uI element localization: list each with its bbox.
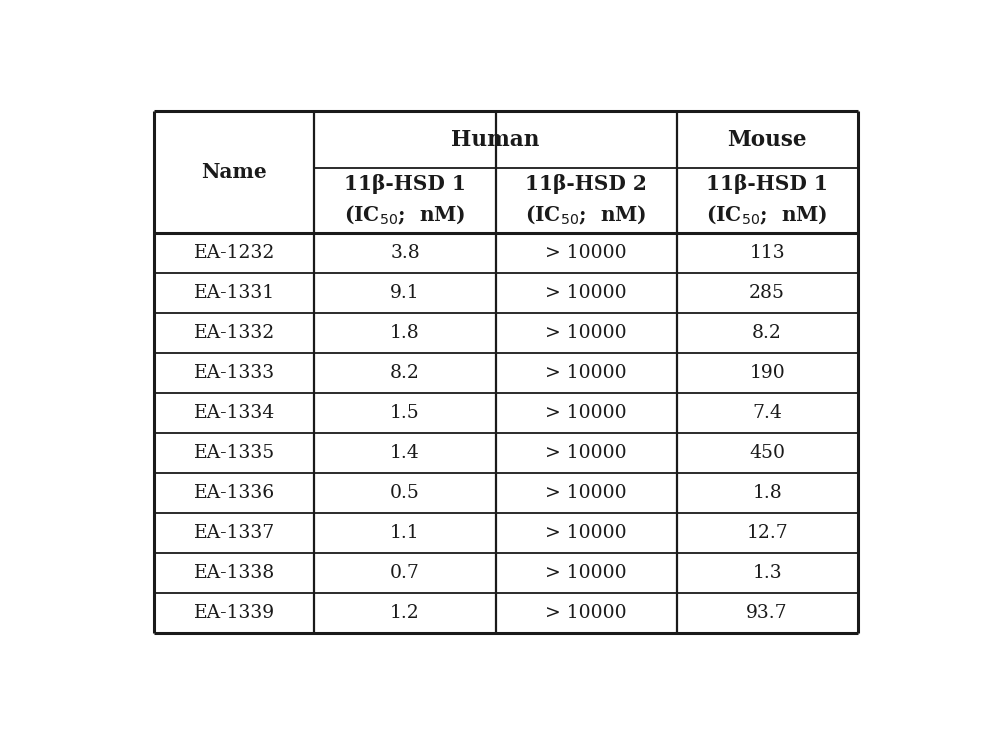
Text: EA-1335: EA-1335 <box>193 444 274 462</box>
Text: EA-1337: EA-1337 <box>193 524 274 542</box>
Text: 0.5: 0.5 <box>389 484 419 502</box>
Text: > 10000: > 10000 <box>544 364 626 383</box>
Text: 1.4: 1.4 <box>389 444 419 462</box>
Text: 285: 285 <box>748 284 785 302</box>
Text: 1.1: 1.1 <box>389 524 419 542</box>
Text: 190: 190 <box>748 364 784 383</box>
Text: EA-1336: EA-1336 <box>193 484 274 502</box>
Text: 1.8: 1.8 <box>389 324 419 342</box>
Text: 8.2: 8.2 <box>389 364 419 383</box>
Text: Mouse: Mouse <box>727 128 807 150</box>
Text: > 10000: > 10000 <box>544 524 626 542</box>
Text: 9.1: 9.1 <box>389 284 419 302</box>
Text: 12.7: 12.7 <box>745 524 787 542</box>
Text: 113: 113 <box>748 244 784 262</box>
Text: > 10000: > 10000 <box>544 604 626 622</box>
Text: 1.2: 1.2 <box>389 604 419 622</box>
Text: 1.3: 1.3 <box>751 565 781 582</box>
Text: 11β-HSD 1
(IC$_{50}$;  nM): 11β-HSD 1 (IC$_{50}$; nM) <box>706 175 827 226</box>
Text: EA-1334: EA-1334 <box>193 404 274 422</box>
Text: 93.7: 93.7 <box>745 604 787 622</box>
Text: 7.4: 7.4 <box>751 404 781 422</box>
Text: > 10000: > 10000 <box>544 484 626 502</box>
Text: 1.5: 1.5 <box>389 404 419 422</box>
Text: 450: 450 <box>748 444 785 462</box>
Text: EA-1338: EA-1338 <box>193 565 274 582</box>
Text: > 10000: > 10000 <box>544 565 626 582</box>
Text: 0.7: 0.7 <box>389 565 419 582</box>
Text: > 10000: > 10000 <box>544 244 626 262</box>
Text: > 10000: > 10000 <box>544 324 626 342</box>
Text: > 10000: > 10000 <box>544 404 626 422</box>
Text: 11β-HSD 2
(IC$_{50}$;  nM): 11β-HSD 2 (IC$_{50}$; nM) <box>525 175 646 226</box>
Text: Human: Human <box>451 128 539 150</box>
Text: EA-1333: EA-1333 <box>193 364 274 383</box>
Text: EA-1332: EA-1332 <box>193 324 274 342</box>
Text: EA-1331: EA-1331 <box>193 284 274 302</box>
Text: > 10000: > 10000 <box>544 284 626 302</box>
Text: EA-1232: EA-1232 <box>193 244 275 262</box>
Text: Name: Name <box>201 162 267 182</box>
Text: > 10000: > 10000 <box>544 444 626 462</box>
Text: EA-1339: EA-1339 <box>193 604 274 622</box>
Text: 11β-HSD 1
(IC$_{50}$;  nM): 11β-HSD 1 (IC$_{50}$; nM) <box>344 175 465 226</box>
Text: 3.8: 3.8 <box>389 244 419 262</box>
Text: 1.8: 1.8 <box>751 484 781 502</box>
Text: 8.2: 8.2 <box>751 324 781 342</box>
